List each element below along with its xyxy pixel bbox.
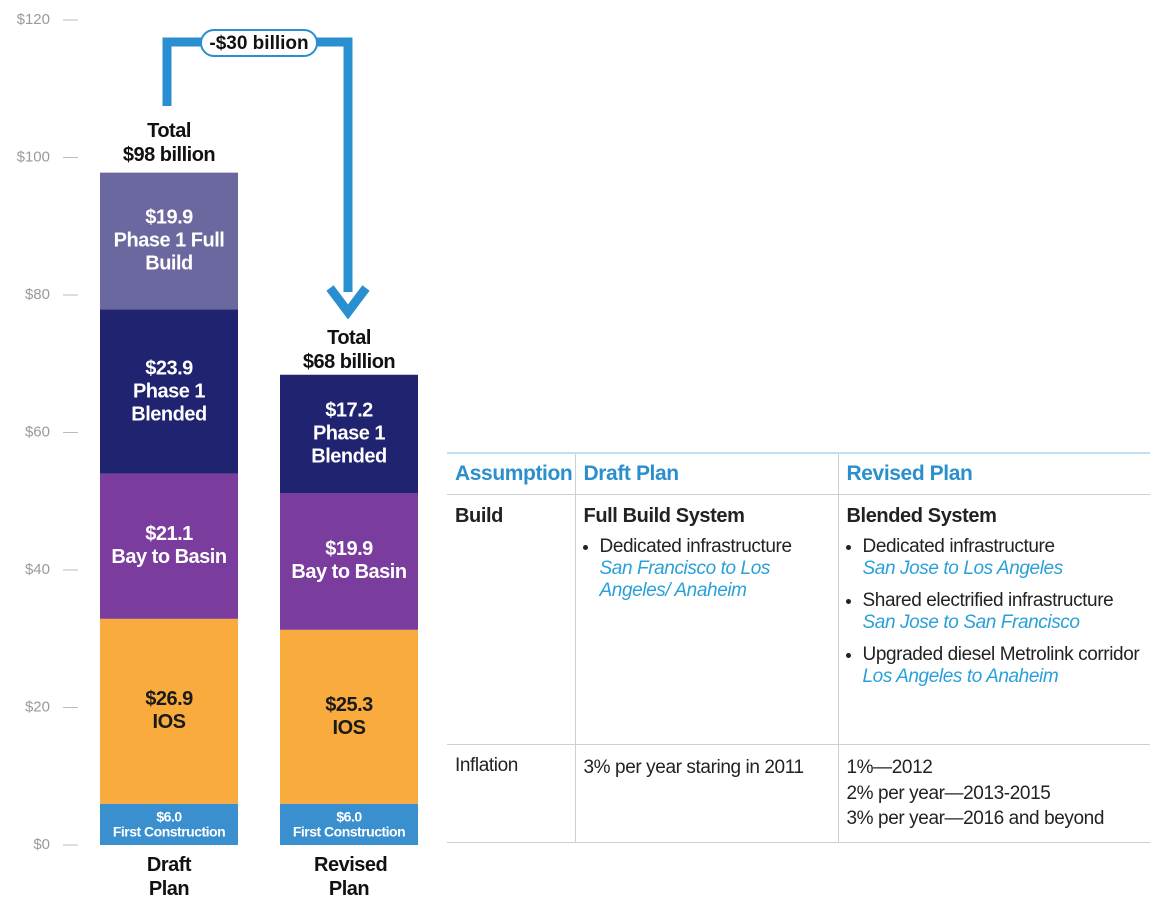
cell-line: 2% per year—2013-2015 <box>846 782 1051 804</box>
segment-label: $17.2 Phase 1 Blended <box>283 399 415 468</box>
bar-segment <box>280 374 418 493</box>
segment-value: $21.1 <box>145 523 193 546</box>
item-text: Dedicated infrastructure <box>599 536 793 557</box>
total-title: Total <box>147 120 191 143</box>
bar-segment <box>100 309 238 474</box>
bar-segment <box>100 473 238 619</box>
segment-name: IOS <box>332 716 366 739</box>
cell-line: 3% per year—2016 and beyond <box>846 808 1105 830</box>
segment-value: $17.2 <box>325 399 373 422</box>
item-text: Upgraded diesel Metrolink corridor <box>862 644 1140 665</box>
item-text: Shared electrified infrastructure <box>862 590 1114 611</box>
segment-label: $6.0 First Construction <box>283 808 415 840</box>
item-detail: San Jose to San Francisco <box>862 612 1080 633</box>
segment-value: $19.9 <box>325 538 373 561</box>
segment-label: $25.3 IOS <box>283 694 415 740</box>
segment-value: $6.0 <box>336 808 362 825</box>
table-row: Inflation 3% per year staring in 2011 1%… <box>447 744 1150 843</box>
segment-name: IOS <box>152 711 186 734</box>
y-tick-label: $100 <box>17 148 50 165</box>
table-row: Build Full Build System Dedicated infras… <box>447 494 1150 745</box>
difference-pill <box>200 29 318 57</box>
y-tick-label: $40 <box>25 561 50 578</box>
segment-name: Bay to Basin <box>111 546 227 569</box>
segment-name: Phase 1 Blended <box>131 380 207 426</box>
segment-value: $23.9 <box>145 357 193 380</box>
segment-name: Phase 1 Full Build <box>113 229 225 275</box>
cell: 3% per year staring in 2011 <box>574 744 838 843</box>
assumption-table: Assumption Draft Plan Revised Plan Build… <box>447 452 1150 846</box>
segment-label: $19.9 Bay to Basin <box>283 538 415 584</box>
header-row: Assumption Draft Plan Revised Plan <box>447 452 1150 495</box>
y-tick-label: $80 <box>25 286 50 303</box>
table: Assumption Draft Plan Revised Plan Build… <box>447 452 1150 843</box>
cell-line: 1%—2012 <box>846 757 933 778</box>
segment-label: $6.0 First Construction <box>103 808 235 840</box>
cell: Full Build System Dedicated infrastructu… <box>574 494 838 745</box>
x-tick-label: Draft Plan <box>146 854 192 900</box>
total-title: Total <box>327 326 371 349</box>
bar-segment <box>280 803 418 845</box>
y-tick-label: $0 <box>33 836 50 853</box>
cell: Blended System Dedicated infrastructureS… <box>837 494 1150 745</box>
row-label: Build <box>447 494 575 745</box>
column-header: Revised Plan <box>837 452 1150 495</box>
segment-label: $26.9 IOS <box>103 688 235 734</box>
segment-name: Bay to Basin <box>291 561 407 584</box>
cell-line: 3% per year staring in 2011 <box>583 757 805 778</box>
total-label: Total $98 billion <box>94 119 244 167</box>
bar-segment <box>280 629 418 804</box>
difference-label: -$30 billion <box>209 33 308 54</box>
segment-value: $25.3 <box>325 693 373 716</box>
cell-title: Blended System <box>846 505 997 527</box>
cell-title: Full Build System <box>583 505 745 527</box>
x-tick-label: Revised Plan <box>314 854 388 900</box>
segment-name: Phase 1 Blended <box>311 422 387 468</box>
y-tick-label: $120 <box>17 11 50 28</box>
segment-name: First Construction <box>112 823 226 840</box>
bar-segment <box>280 493 418 630</box>
total-label: Total $68 billion <box>274 326 424 374</box>
segment-name: First Construction <box>292 823 406 840</box>
item-detail: San Francisco to Los Angeles/ Anaheim <box>599 558 771 601</box>
y-tick-label: $20 <box>25 698 50 715</box>
bar-segment <box>100 618 238 804</box>
segment-label: $23.9 Phase 1 Blended <box>103 357 235 426</box>
segment-value: $6.0 <box>156 808 182 825</box>
column-header: Draft Plan <box>574 452 838 495</box>
total-value: $98 billion <box>122 144 216 167</box>
bar-segment <box>100 172 238 310</box>
segment-label: $19.9 Phase 1 Full Build <box>103 207 235 276</box>
item-text: Dedicated infrastructure <box>862 536 1056 557</box>
item-detail: San Jose to Los Angeles <box>862 558 1064 579</box>
item-detail: Los Angeles to Anaheim <box>862 666 1059 687</box>
segment-label: $21.1 Bay to Basin <box>103 523 235 569</box>
column-header: Assumption <box>447 452 575 495</box>
bar-segment <box>100 803 238 845</box>
arrow-head <box>326 285 370 320</box>
row-label: Inflation <box>447 744 575 843</box>
segment-value: $19.9 <box>145 206 193 229</box>
total-value: $68 billion <box>302 350 396 373</box>
segment-value: $26.9 <box>145 688 193 711</box>
y-tick-label: $60 <box>25 423 50 440</box>
cell: 1%—2012 2% per year—2013-2015 3% per yea… <box>837 744 1150 843</box>
